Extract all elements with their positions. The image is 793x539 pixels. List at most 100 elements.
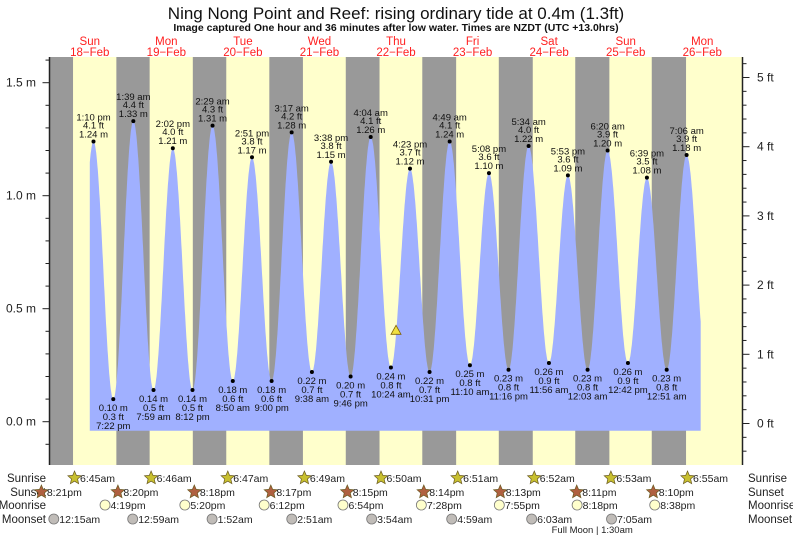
low-tide-time: 10:24 am xyxy=(371,389,411,400)
sunset-star-icon xyxy=(33,484,49,499)
low-tide-point xyxy=(111,397,116,402)
moonset-time: 2:51am xyxy=(297,514,332,526)
day-name-label: Tue xyxy=(233,36,252,48)
low-tide-ft: 0.7 ft xyxy=(419,385,440,396)
high-tide-m: 1.31 m xyxy=(198,114,227,125)
high-tide-time: 3:17 am xyxy=(274,103,308,114)
high-tide-m: 1.21 m xyxy=(158,136,187,147)
low-tide-time: 11:56 am xyxy=(529,385,568,396)
moonrise-time: 4:19pm xyxy=(111,500,146,512)
high-tide-m: 1.18 m xyxy=(672,143,701,154)
sunset-star-icon xyxy=(492,484,508,499)
moonrise-time: 6:54pm xyxy=(348,500,383,512)
moonset-icon xyxy=(606,513,617,525)
sunrise-time: 6:49am xyxy=(310,473,345,485)
sunset-time: 8:18pm xyxy=(200,487,235,499)
day-date-label: 19−Feb xyxy=(147,47,186,59)
moonset-time: 7:05am xyxy=(617,514,652,526)
low-tide-time: 10:31 pm xyxy=(410,394,450,405)
day-name-label: Sun xyxy=(615,36,635,48)
moonset-icon xyxy=(366,513,378,525)
moonrise-time: 7:28pm xyxy=(427,500,462,512)
high-tide-point xyxy=(329,159,334,164)
day-date-label: 24−Feb xyxy=(529,47,568,59)
moonset-row-label-right: Moonset xyxy=(748,514,793,526)
high-tide-time: 7:06 am xyxy=(669,126,703,137)
low-tide-m: 0.22 m xyxy=(297,376,326,387)
high-tide-ft: 3.9 ft xyxy=(597,130,618,141)
low-tide-ft: 0.8 ft xyxy=(498,383,519,394)
sunrise-star-icon xyxy=(220,470,236,485)
sunrise-row-label-right: Sunrise xyxy=(748,473,787,485)
low-tide-m: 0.22 m xyxy=(415,376,444,387)
high-tide-ft: 3.6 ft xyxy=(557,154,578,165)
day-name-label: Sun xyxy=(80,36,100,48)
moonrise-icon xyxy=(179,499,191,511)
high-tide-point xyxy=(170,146,175,151)
moonset-icon xyxy=(48,513,60,525)
sunset-time: 8:11pm xyxy=(582,487,616,499)
low-tide-time: 12:03 am xyxy=(568,392,608,403)
low-tide-point xyxy=(151,388,156,393)
high-tide-ft: 4.2 ft xyxy=(281,111,302,122)
low-tide-point xyxy=(388,365,393,370)
day-name-label: Mon xyxy=(155,36,177,48)
high-tide-ft: 3.9 ft xyxy=(676,134,697,145)
sunset-star-icon xyxy=(110,484,126,499)
low-tide-time: 11:10 am xyxy=(450,387,489,398)
moonrise-icon xyxy=(571,499,583,511)
low-tide-m: 0.14 m xyxy=(178,394,207,405)
sunrise-star-icon xyxy=(143,470,159,485)
sunrise-row-label-left: Sunrise xyxy=(7,473,46,485)
low-tide-point xyxy=(585,367,590,372)
low-tide-time: 11:16 pm xyxy=(489,392,528,403)
day-date-label: 22−Feb xyxy=(376,47,415,59)
sunset-star-icon xyxy=(186,484,202,499)
day-name-label: Thu xyxy=(386,36,406,48)
moonrise-icon xyxy=(649,499,661,511)
high-tide-point xyxy=(368,134,373,139)
sunrise-time: 6:51am xyxy=(463,473,498,485)
sunrise-star-icon xyxy=(603,470,619,485)
high-tide-time: 1:39 am xyxy=(116,92,150,103)
axes: 1.5 m 1.0 m 0.5 m 0.0 m 5 ft 4 ft 3 ft 2 ft 1 ft… xyxy=(6,57,774,465)
low-tide-point xyxy=(467,363,472,368)
sunrise-star-icon xyxy=(296,470,312,485)
low-tide-time: 8:12 pm xyxy=(175,412,209,423)
right-axis-label: 2 ft xyxy=(757,278,774,292)
low-tide-point xyxy=(230,379,235,384)
moonset-row-label-left: Moonset xyxy=(2,514,47,526)
high-tide-ft: 4.1 ft xyxy=(83,120,104,131)
sunrise-time: 6:55am xyxy=(693,473,728,485)
low-tide-m: 0.23 m xyxy=(494,374,523,385)
high-tide-time: 5:34 am xyxy=(511,117,545,128)
high-tide-point xyxy=(131,119,136,124)
high-tide-ft: 3.5 ft xyxy=(636,157,657,168)
sunrise-star-icon xyxy=(67,470,83,485)
low-tide-point xyxy=(269,379,274,384)
low-tide-time: 7:22 pm xyxy=(96,421,130,432)
moonset-time: 4:59am xyxy=(457,514,492,526)
low-tide-ft: 0.6 ft xyxy=(261,394,282,405)
left-axis-label: 1.0 m xyxy=(6,189,36,203)
high-tide-ft: 4.1 ft xyxy=(360,116,381,127)
high-tide-point xyxy=(408,166,413,171)
high-tide-m: 1.12 m xyxy=(395,157,424,168)
day-name-label: Mon xyxy=(691,36,713,48)
high-tide-m: 1.26 m xyxy=(356,125,385,136)
sunrise-time: 6:53am xyxy=(616,473,651,485)
moonset-icon xyxy=(127,513,139,525)
high-tide-m: 1.33 m xyxy=(119,109,148,120)
low-tide-point xyxy=(190,388,195,393)
low-tide-time: 9:46 pm xyxy=(333,399,367,410)
moonrise-time: 5:20pm xyxy=(190,500,225,512)
low-tide-time: 8:50 am xyxy=(216,403,250,414)
high-tide-m: 1.10 m xyxy=(474,161,503,172)
sunset-time: 8:17pm xyxy=(276,487,311,499)
high-tide-point xyxy=(565,173,570,178)
moonrise-icon xyxy=(415,499,427,511)
high-tide-point xyxy=(447,139,452,144)
low-tide-m: 0.20 m xyxy=(336,381,365,392)
low-tide-ft: 0.5 ft xyxy=(143,403,164,414)
